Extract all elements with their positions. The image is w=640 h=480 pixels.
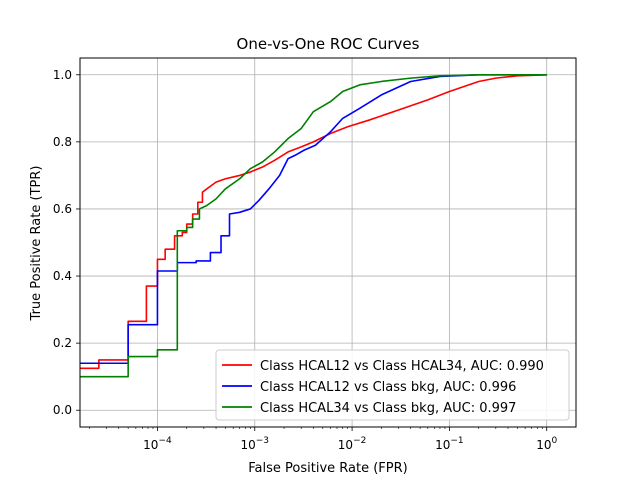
roc-curve-3 <box>80 73 547 378</box>
legend-label-3: Class HCAL34 vs Class bkg, AUC: 0.997 <box>260 401 516 416</box>
y-axis-ticks: 0.0 0.2 0.4 0.6 0.8 1.0 <box>53 68 80 417</box>
x-tick-label: 100 <box>536 436 557 452</box>
series-layer <box>80 73 547 378</box>
legend-label-1: Class HCAL12 vs Class HCAL34, AUC: 0.990 <box>260 359 544 374</box>
y-tick-label: 0.2 <box>53 336 72 350</box>
y-tick-label: 0.8 <box>53 135 72 149</box>
y-axis-label: True Positive Rate (TPR) <box>29 166 44 322</box>
y-tick-label: 1.0 <box>53 68 72 82</box>
legend: Class HCAL12 vs Class HCAL34, AUC: 0.990… <box>215 349 570 421</box>
plot-frame <box>79 57 577 428</box>
y-tick-label: 0.6 <box>53 202 72 216</box>
chart-title: One-vs-One ROC Curves <box>237 35 420 53</box>
x-axis-label: False Positive Rate (FPR) <box>248 461 407 476</box>
x-axis-ticks: 10−4 10−3 10−2 10−1 100 <box>89 427 557 452</box>
x-tick-label: 10−4 <box>143 436 172 452</box>
y-tick-label: 0.4 <box>53 269 72 283</box>
x-tick-label: 10−1 <box>435 436 464 452</box>
x-tick-label: 10−3 <box>240 436 269 452</box>
x-tick-label: 10−2 <box>338 436 367 452</box>
legend-label-2: Class HCAL12 vs Class bkg, AUC: 0.996 <box>260 380 516 395</box>
legend-box <box>215 349 570 421</box>
y-tick-label: 0.0 <box>53 403 72 417</box>
